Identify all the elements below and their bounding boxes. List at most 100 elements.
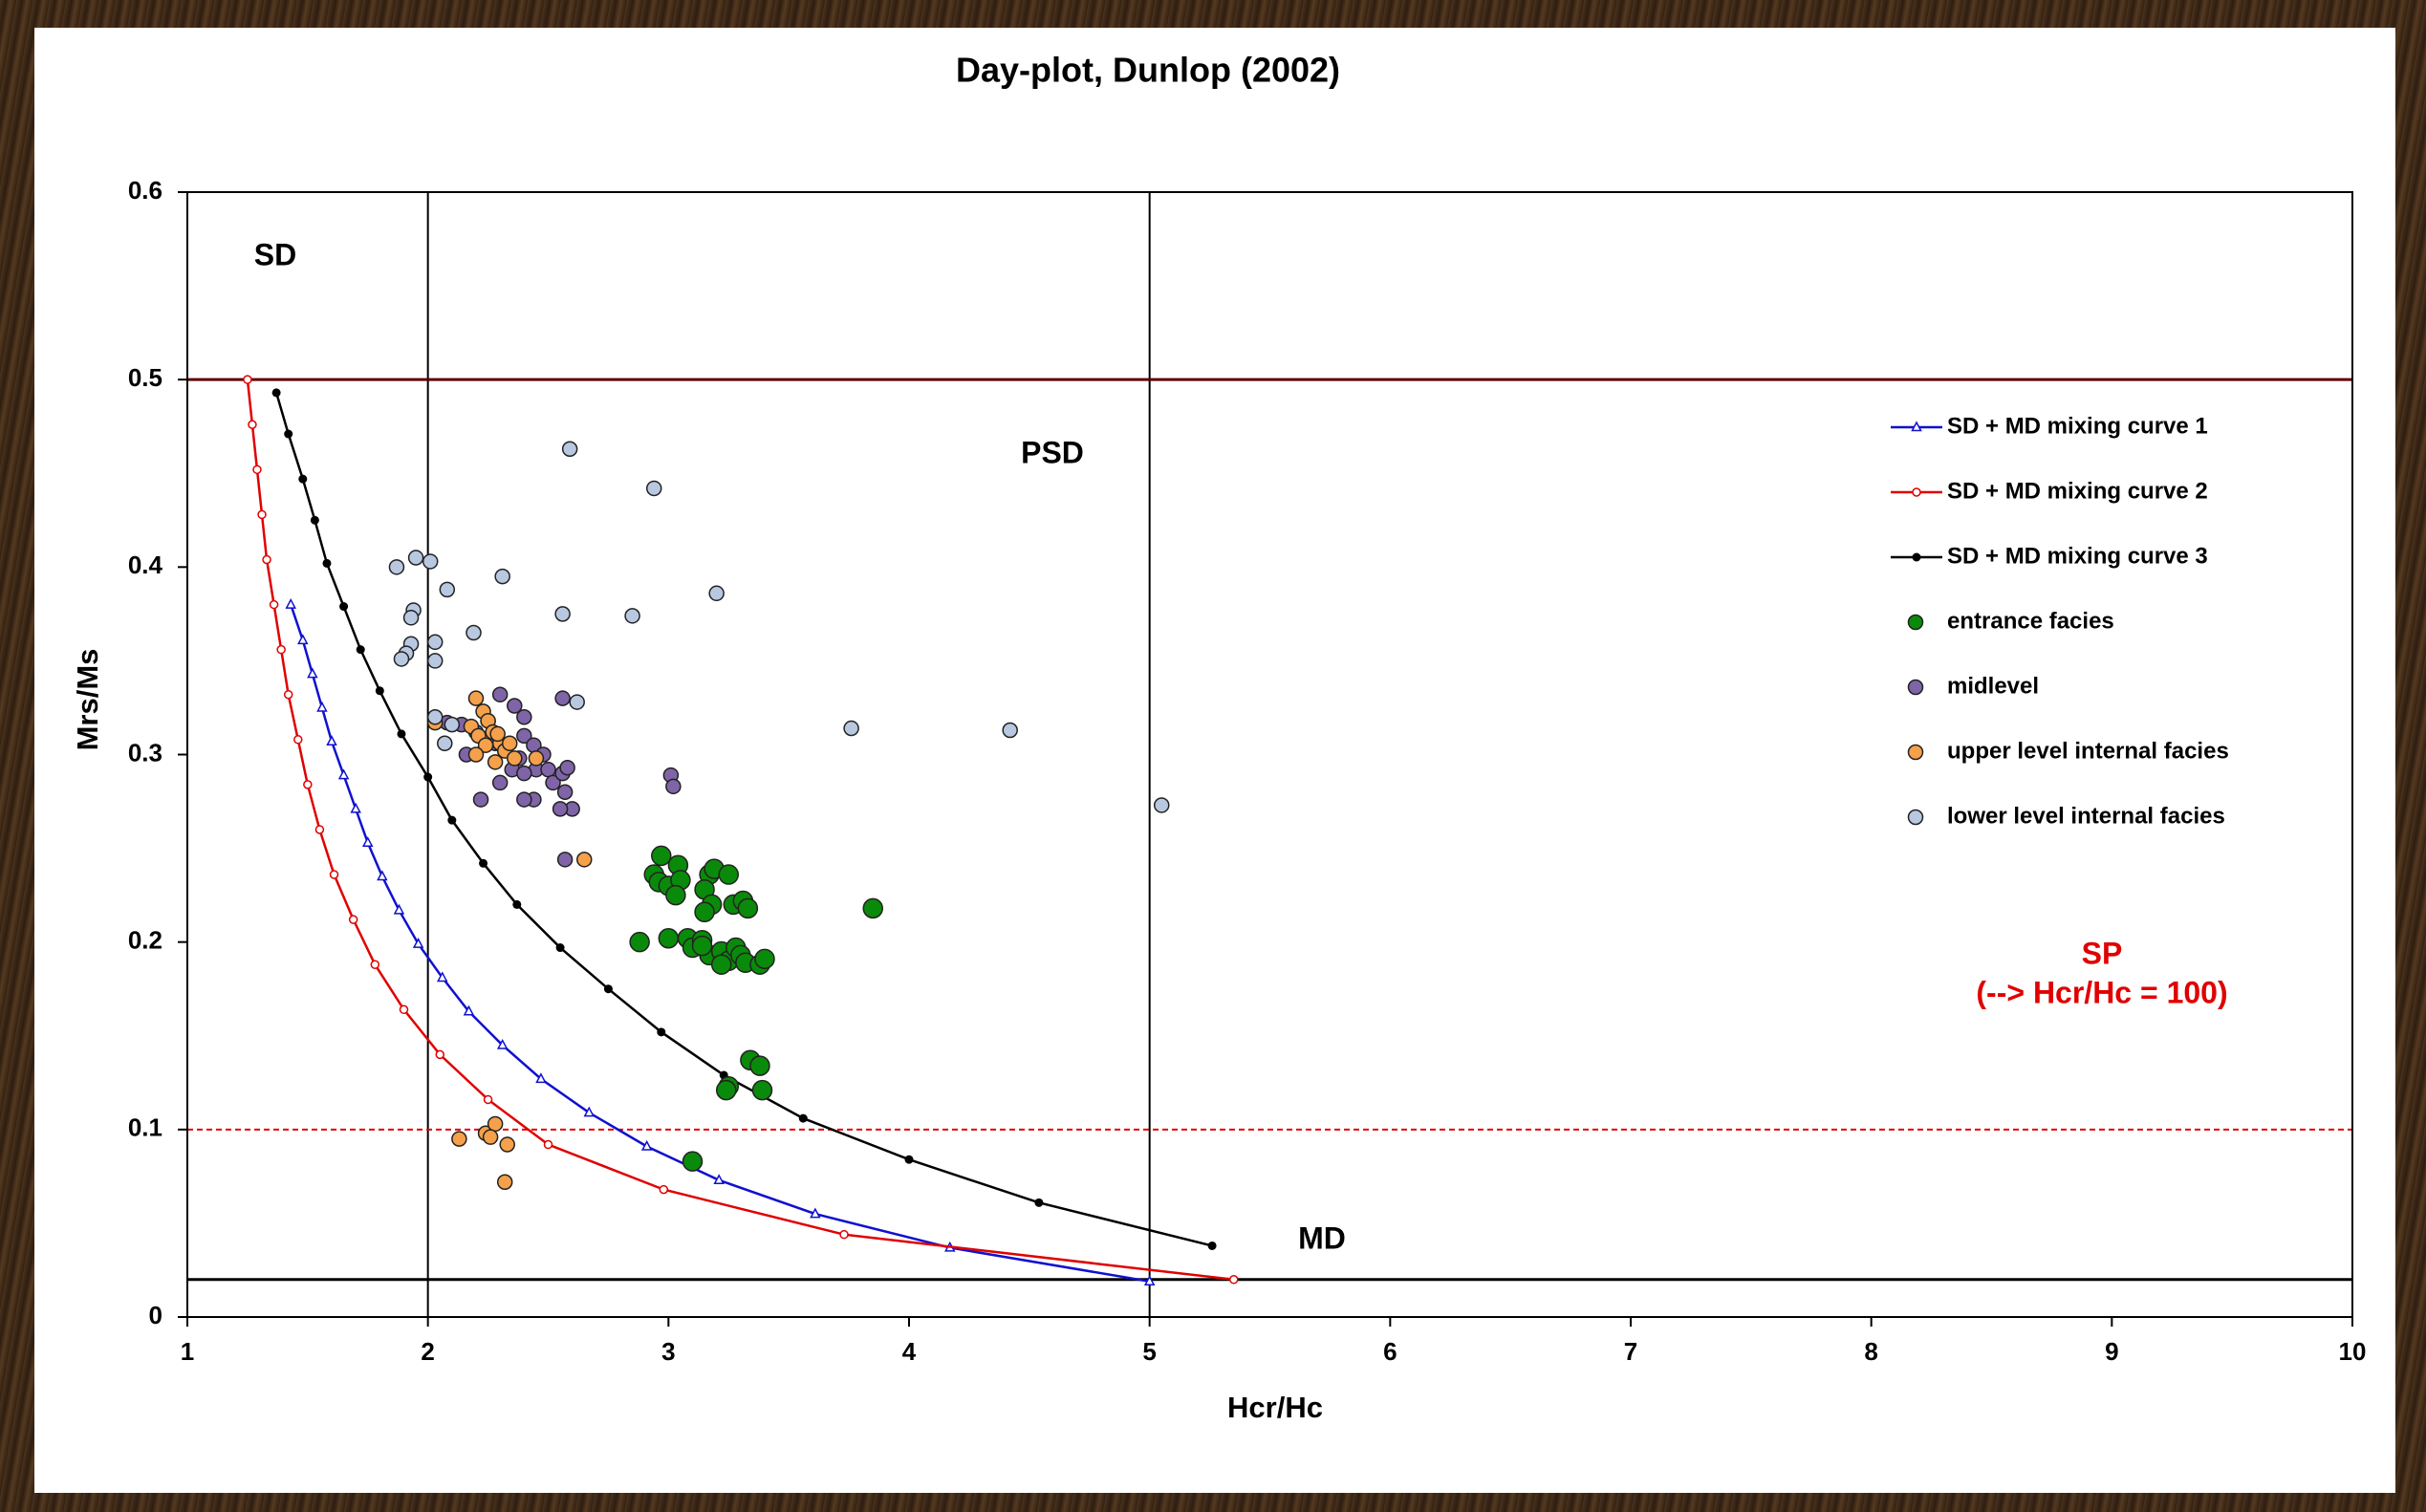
line-point bbox=[713, 1174, 725, 1185]
legend-marker bbox=[1907, 744, 1924, 761]
scatter-point bbox=[710, 954, 732, 975]
scatter-point bbox=[487, 754, 504, 770]
scatter-point bbox=[559, 759, 575, 776]
scatter-point bbox=[552, 801, 569, 817]
scatter-point bbox=[426, 634, 444, 651]
scatter-point bbox=[561, 441, 578, 457]
x-tick-label: 8 bbox=[1864, 1337, 1877, 1366]
line-point bbox=[314, 825, 325, 834]
line-point bbox=[603, 984, 613, 994]
x-tick-label: 9 bbox=[2105, 1337, 2118, 1366]
line-point bbox=[337, 768, 350, 780]
line-point bbox=[483, 1094, 493, 1105]
line-point bbox=[435, 1049, 444, 1060]
scatter-point bbox=[528, 750, 545, 767]
x-tick-label: 1 bbox=[181, 1337, 194, 1366]
annotation: SD bbox=[254, 237, 296, 271]
line-point bbox=[298, 474, 308, 484]
chart-title: Day-plot, Dunlop (2002) bbox=[956, 51, 1340, 90]
line-point bbox=[535, 1072, 547, 1084]
scatter-point bbox=[451, 1131, 467, 1147]
line-point bbox=[271, 388, 281, 398]
scatter-point bbox=[554, 606, 571, 622]
line-point bbox=[1034, 1198, 1044, 1207]
scatter-point bbox=[489, 725, 506, 743]
scatter-point bbox=[444, 716, 461, 733]
line-point bbox=[257, 509, 267, 520]
scatter-point bbox=[491, 774, 509, 791]
legend-label: SD + MD mixing curve 2 bbox=[1947, 478, 2208, 504]
scatter-point bbox=[1002, 722, 1018, 739]
line-point bbox=[284, 429, 293, 439]
legend-label: midlevel bbox=[1947, 673, 2039, 699]
scatter-point bbox=[422, 553, 439, 570]
annotation: PSD bbox=[1021, 435, 1084, 469]
annotation: (--> Hcr/Hc = 100) bbox=[1976, 975, 2227, 1009]
x-tick-label: 5 bbox=[1142, 1337, 1156, 1366]
scatter-point bbox=[407, 550, 424, 566]
scatter-point bbox=[569, 694, 585, 710]
x-tick-label: 7 bbox=[1624, 1337, 1637, 1366]
line-point bbox=[1207, 1241, 1217, 1250]
scatter-point bbox=[466, 624, 482, 641]
line-point bbox=[307, 667, 318, 679]
scatter-point bbox=[556, 852, 574, 868]
line-point bbox=[583, 1106, 596, 1117]
scatter-point bbox=[540, 761, 556, 778]
x-tick-label: 3 bbox=[661, 1337, 675, 1366]
scatter-point bbox=[516, 727, 532, 745]
scatter-point bbox=[491, 686, 509, 702]
scatter-point bbox=[507, 750, 523, 767]
line-point bbox=[399, 1004, 409, 1015]
line-point bbox=[339, 602, 349, 612]
scatter-point bbox=[554, 690, 571, 706]
scatter-point bbox=[754, 948, 775, 970]
scatter-point bbox=[501, 735, 518, 751]
y-tick-label: 0.1 bbox=[128, 1113, 162, 1142]
line-point bbox=[262, 554, 271, 565]
y-tick-label: 0.2 bbox=[128, 926, 162, 955]
line-point bbox=[543, 1139, 553, 1150]
line-point bbox=[243, 375, 252, 384]
line-point bbox=[297, 634, 309, 645]
scatter-point bbox=[487, 1115, 504, 1133]
scatter-point bbox=[665, 884, 686, 906]
scatter-point bbox=[499, 1136, 515, 1153]
annotation: MD bbox=[1298, 1220, 1346, 1255]
scatter-point bbox=[629, 931, 650, 953]
line-point bbox=[657, 1027, 666, 1037]
legend-marker bbox=[1907, 679, 1924, 696]
scatter-point bbox=[482, 1129, 499, 1145]
scatter-point bbox=[439, 581, 456, 598]
scatter-point bbox=[472, 791, 489, 808]
scatter-point bbox=[665, 778, 682, 795]
line-point bbox=[326, 735, 337, 746]
line-point bbox=[463, 1004, 475, 1016]
line-point bbox=[310, 515, 319, 525]
line-point bbox=[375, 686, 384, 696]
line-point bbox=[659, 1184, 669, 1195]
line-point bbox=[839, 1229, 849, 1240]
scatter-point bbox=[402, 610, 420, 626]
scatter-point bbox=[556, 784, 574, 800]
legend-marker bbox=[1911, 421, 1922, 432]
line-point bbox=[356, 645, 365, 655]
scatter-point bbox=[749, 1055, 770, 1076]
line-point bbox=[322, 558, 332, 568]
scatter-point bbox=[516, 791, 532, 808]
line-point bbox=[798, 1113, 808, 1123]
scatter-point bbox=[516, 765, 532, 782]
scatter-point bbox=[426, 709, 444, 725]
line-point bbox=[370, 960, 380, 969]
legend-label: lower level internal facies bbox=[1947, 803, 2225, 829]
scatter-point bbox=[645, 480, 662, 497]
line-point bbox=[316, 701, 328, 712]
x-axis-label: Hcr/Hc bbox=[1227, 1391, 1323, 1424]
scatter-point bbox=[715, 1079, 737, 1101]
y-tick-label: 0 bbox=[149, 1301, 162, 1329]
line-point bbox=[377, 870, 388, 881]
legend-marker bbox=[1912, 487, 1921, 497]
legend-marker bbox=[1912, 552, 1921, 562]
